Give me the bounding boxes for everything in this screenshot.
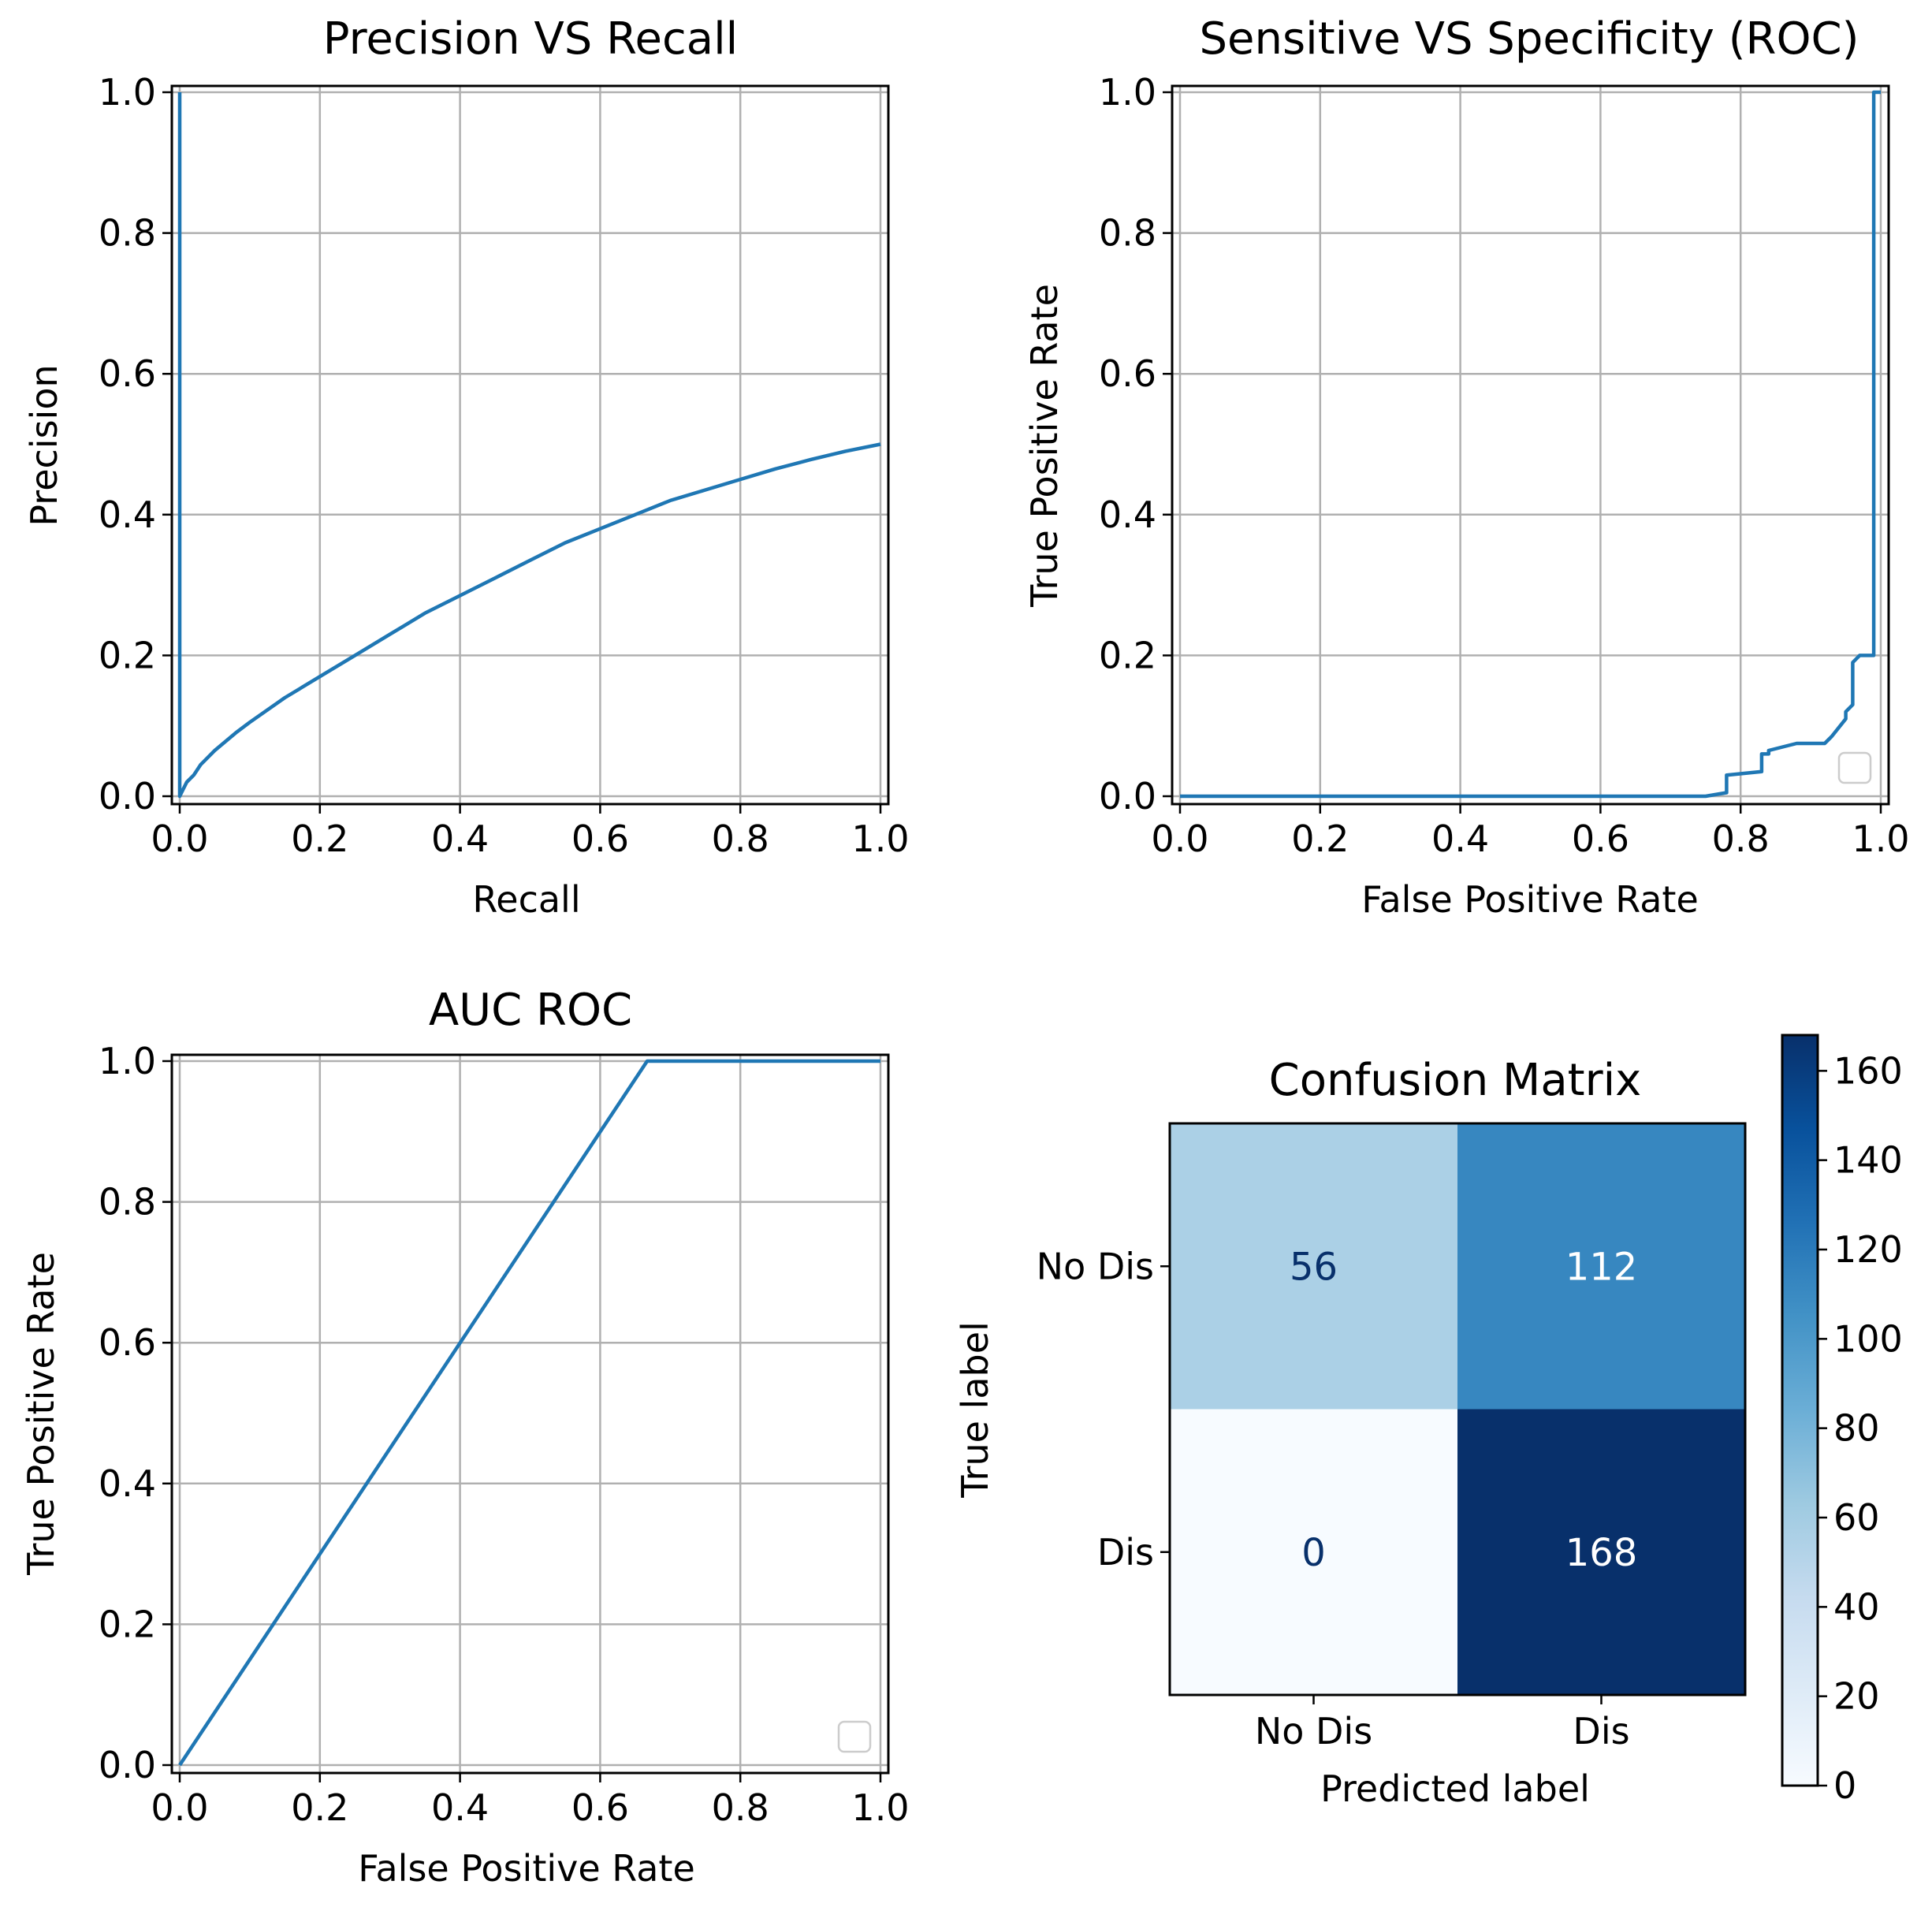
y-tick-label: 0.8 [99,212,156,255]
chart-title: AUC ROC [429,985,632,1036]
x-tick-label: Dis [1573,1710,1629,1752]
cell-value: 168 [1565,1531,1638,1575]
y-tick-label: 0.8 [1099,212,1156,255]
y-axis-ticks: 0.0 0.2 0.4 0.6 0.8 1.0 [99,71,172,818]
colorbar [1781,1034,1819,1787]
x-tick-label: 0.6 [571,818,629,860]
y-tick-label: 0.0 [1099,775,1156,818]
x-axis-label: Predicted label [1320,1767,1590,1810]
x-tick-label: No Dis [1255,1710,1372,1752]
matrix-cell [1457,1409,1745,1695]
chart-title: Sensitive VS Specificity (ROC) [1200,13,1859,65]
series-line-roc [1180,90,1881,799]
colorbar-tick-label: 0 [1833,1764,1856,1807]
colorbar-tick-label: 60 [1833,1496,1880,1539]
grid [172,86,888,804]
y-tick-label: 0.0 [99,1744,156,1786]
x-axis-label: Recall [472,878,580,921]
x-tick-label: 1.0 [1852,818,1909,860]
matrix-cell [1170,1123,1457,1410]
x-tick-label: 0.2 [291,1786,348,1829]
y-axis-ticks: 0.0 0.2 0.4 0.6 0.8 1.0 [1099,71,1172,818]
x-axis-ticks: 0.0 0.2 0.4 0.6 0.8 1.0 [151,804,910,860]
matrix-cell [1170,1409,1457,1695]
x-tick-label: 0.6 [1572,818,1629,860]
series-line-precision-recall [177,92,881,799]
legend-box [1837,751,1872,784]
roc-chart: Sensitive VS Specificity (ROC) 0.0 0.2 0.4… [1023,13,1910,921]
legend-box [837,1720,872,1753]
y-axis-ticks: 0.0 0.2 0.4 0.6 0.8 1.0 [99,1040,172,1786]
y-tick-label: 0.6 [1099,352,1156,395]
chart-title: Confusion Matrix [1269,1055,1642,1106]
y-tick-label: 0.6 [99,352,156,395]
y-tick-label: 1.0 [99,71,156,114]
grid [1172,86,1889,804]
x-tick-label: 0.0 [151,1786,208,1829]
series-lines [1180,90,1881,799]
x-axis-label: False Positive Rate [1361,878,1699,921]
plot-frame [170,1053,890,1775]
colorbar-tick-label: 100 [1833,1317,1903,1360]
colorbar-tick-label: 20 [1833,1675,1880,1718]
y-axis-label: True label [954,1321,996,1499]
matrix-cells: 56 112 0 168 [1170,1123,1745,1695]
grid [172,1055,888,1773]
cell-value: 112 [1565,1245,1638,1289]
y-tick-label: 1.0 [1099,71,1156,114]
y-tick-label: 1.0 [99,1040,156,1082]
x-tick-label: 0.4 [431,1786,489,1829]
x-tick-label: 0.2 [1291,818,1349,860]
x-tick-label: 1.0 [851,818,909,860]
colorbar-tick-label: 160 [1833,1049,1903,1092]
y-axis-label: True Positive Rate [20,1252,62,1576]
y-axis-label: True Positive Rate [1023,284,1066,608]
colorbar-tick-label: 80 [1833,1407,1880,1450]
x-axis-label: False Positive Rate [358,1847,695,1890]
colorbar-tick-label: 140 [1833,1139,1903,1182]
x-tick-label: 0.0 [151,818,208,860]
series-line-auc-roc [178,1059,880,1767]
cell-value: 56 [1290,1245,1338,1289]
x-tick-label: 0.6 [571,1786,629,1829]
precision-recall-chart: Precision VS Recall 0.0 0.2 0.4 0.6 0.8 1.0 0… [23,13,910,921]
x-tick-label: 0.8 [1712,818,1770,860]
x-tick-label: 1.0 [851,1786,909,1829]
plot-frame [1171,84,1890,806]
y-tick-label: 0.0 [99,775,156,818]
matrix-tick-labels: No Dis Dis No Dis Dis [1037,1245,1630,1752]
matrix-cell [1457,1123,1745,1410]
y-tick-label: 0.8 [99,1181,156,1224]
x-tick-label: 0.0 [1151,818,1208,860]
x-axis-ticks: 0.0 0.2 0.4 0.6 0.8 1.0 [1151,804,1910,860]
y-tick-label: 0.2 [99,634,156,676]
y-tick-label: 0.2 [1099,634,1156,676]
y-tick-label: 0.2 [99,1603,156,1645]
y-tick-label: 0.4 [99,1462,156,1505]
y-tick-label: 0.6 [99,1321,156,1364]
series-lines [177,92,881,799]
matrix-frame [1168,1122,1747,1697]
x-axis-ticks: 0.0 0.2 0.4 0.6 0.8 1.0 [151,1773,910,1829]
cell-value: 0 [1301,1531,1326,1575]
series-lines [178,1059,880,1767]
y-tick-label: Dis [1097,1531,1154,1574]
x-tick-label: 0.2 [291,818,348,860]
y-axis-label: Precision [23,364,65,526]
x-tick-label: 0.8 [712,818,769,860]
x-tick-label: 0.4 [431,818,489,860]
auc-roc-chart: AUC ROC 0.0 0.2 0.4 0.6 0.8 1.0 0.00.20.40.60… [20,985,910,1890]
y-tick-label: No Dis [1037,1245,1154,1287]
colorbar-tick-label: 120 [1833,1228,1903,1271]
x-tick-label: 0.4 [1431,818,1489,860]
y-tick-label: 0.4 [99,494,156,536]
y-tick-label: 0.4 [1099,494,1156,536]
colorbar-tick-label: 40 [1833,1585,1880,1628]
x-tick-label: 0.8 [712,1786,769,1829]
colorbar-ticks: 0 20 40 60 80 100 120 140 160 [1818,1049,1903,1807]
plot-frame [170,84,890,806]
chart-title: Precision VS Recall [323,13,738,65]
